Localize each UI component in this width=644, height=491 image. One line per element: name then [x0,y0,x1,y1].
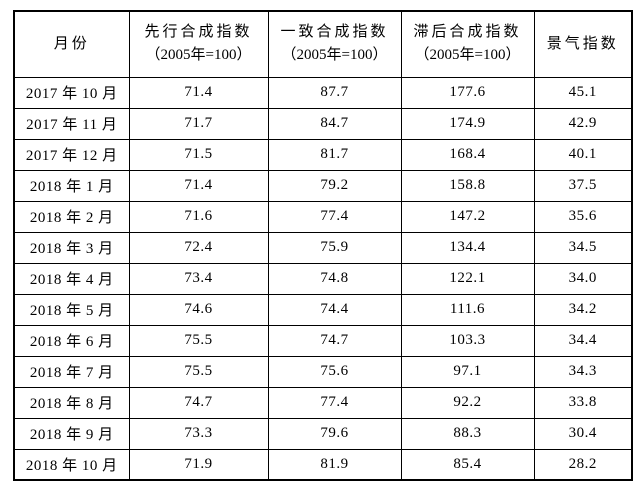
column-sublabel: （2005年=100） [414,47,521,64]
value-cell: 122.1 [400,262,535,295]
table-row: 2018 年 2 月 71.6 77.4 147.2 35.6 [13,200,633,233]
value-cell: 71.4 [128,169,269,202]
value-cell: 73.4 [128,262,269,295]
value-cell: 75.5 [128,324,269,357]
table-row: 2018 年 6 月 75.5 74.7 103.3 34.4 [13,324,633,357]
value-cell: 177.6 [400,76,535,109]
value-cell: 85.4 [400,448,535,481]
value-cell: 37.5 [533,169,633,202]
value-cell: 71.5 [128,138,269,171]
value-cell: 103.3 [400,324,535,357]
table-row: 2018 年 5 月 74.6 74.4 111.6 34.2 [13,293,633,326]
table-row: 2018 年 9 月 73.3 79.6 88.3 30.4 [13,417,633,450]
month-cell: 2018 年 2 月 [13,200,130,233]
month-cell: 2018 年 7 月 [13,355,130,388]
month-cell: 2018 年 6 月 [13,324,130,357]
value-cell: 75.9 [267,231,402,264]
month-cell: 2017 年 11 月 [13,107,130,140]
table-row: 2017 年 11 月 71.7 84.7 174.9 42.9 [13,107,633,140]
month-cell: 2018 年 8 月 [13,386,130,419]
value-cell: 30.4 [533,417,633,450]
value-cell: 158.8 [400,169,535,202]
value-cell: 45.1 [533,76,633,109]
value-cell: 168.4 [400,138,535,171]
value-cell: 34.5 [533,231,633,264]
value-cell: 74.8 [267,262,402,295]
value-cell: 92.2 [400,386,535,419]
month-cell: 2017 年 10 月 [13,76,130,109]
value-cell: 28.2 [533,448,633,481]
month-cell: 2018 年 1 月 [13,169,130,202]
column-header-2: 一致合成指数 （2005年=100） [267,10,402,78]
value-cell: 34.0 [533,262,633,295]
value-cell: 74.7 [128,386,269,419]
column-label: 一致合成指数 [280,24,389,40]
table-row: 2018 年 1 月 71.4 79.2 158.8 37.5 [13,169,633,202]
value-cell: 72.4 [128,231,269,264]
column-sublabel: （2005年=100） [281,47,388,64]
value-cell: 73.3 [128,417,269,450]
economic-index-table: 月份 先行合成指数 （2005年=100） 一致合成指数 （2005年=100） 滞后合成… [13,10,633,481]
value-cell: 71.7 [128,107,269,140]
column-header-3: 滞后合成指数 （2005年=100） [400,10,535,78]
month-cell: 2018 年 9 月 [13,417,130,450]
value-cell: 97.1 [400,355,535,388]
column-header-1: 先行合成指数 （2005年=100） [128,10,269,78]
month-cell: 2018 年 10 月 [13,448,130,481]
value-cell: 34.3 [533,355,633,388]
table-row: 2018 年 7 月 75.5 75.6 97.1 34.3 [13,355,633,388]
month-cell: 2017 年 12 月 [13,138,130,171]
column-header-0: 月份 [13,10,130,78]
table-row: 2017 年 12 月 71.5 81.7 168.4 40.1 [13,138,633,171]
value-cell: 81.7 [267,138,402,171]
value-cell: 147.2 [400,200,535,233]
column-label: 景气指数 [546,35,619,52]
value-cell: 75.5 [128,355,269,388]
value-cell: 81.9 [267,448,402,481]
header-row: 月份 先行合成指数 （2005年=100） 一致合成指数 （2005年=100） 滞后合成… [13,10,633,78]
value-cell: 174.9 [400,107,535,140]
value-cell: 77.4 [267,386,402,419]
table-row: 2018 年 8 月 74.7 77.4 92.2 33.8 [13,386,633,419]
month-cell: 2018 年 4 月 [13,262,130,295]
value-cell: 74.4 [267,293,402,326]
value-cell: 87.7 [267,76,402,109]
table-row: 2017 年 10 月 71.4 87.7 177.6 45.1 [13,76,633,109]
value-cell: 33.8 [533,386,633,419]
value-cell: 40.1 [533,138,633,171]
value-cell: 71.6 [128,200,269,233]
month-cell: 2018 年 5 月 [13,293,130,326]
month-cell: 2018 年 3 月 [13,231,130,264]
column-sublabel: （2005年=100） [145,47,252,64]
table-row: 2018 年 4 月 73.4 74.8 122.1 34.0 [13,262,633,295]
value-cell: 79.2 [267,169,402,202]
column-header-4: 景气指数 [533,10,633,78]
value-cell: 75.6 [267,355,402,388]
value-cell: 71.4 [128,76,269,109]
value-cell: 42.9 [533,107,633,140]
value-cell: 88.3 [400,417,535,450]
value-cell: 84.7 [267,107,402,140]
value-cell: 34.2 [533,293,633,326]
column-label: 先行合成指数 [144,24,253,40]
table-row: 2018 年 3 月 72.4 75.9 134.4 34.5 [13,231,633,264]
value-cell: 79.6 [267,417,402,450]
value-cell: 134.4 [400,231,535,264]
value-cell: 74.7 [267,324,402,357]
value-cell: 77.4 [267,200,402,233]
column-label: 月份 [53,35,90,52]
value-cell: 74.6 [128,293,269,326]
value-cell: 71.9 [128,448,269,481]
value-cell: 34.4 [533,324,633,357]
value-cell: 111.6 [400,293,535,326]
column-label: 滞后合成指数 [413,24,522,40]
value-cell: 35.6 [533,200,633,233]
table-row: 2018 年 10 月 71.9 81.9 85.4 28.2 [13,448,633,481]
